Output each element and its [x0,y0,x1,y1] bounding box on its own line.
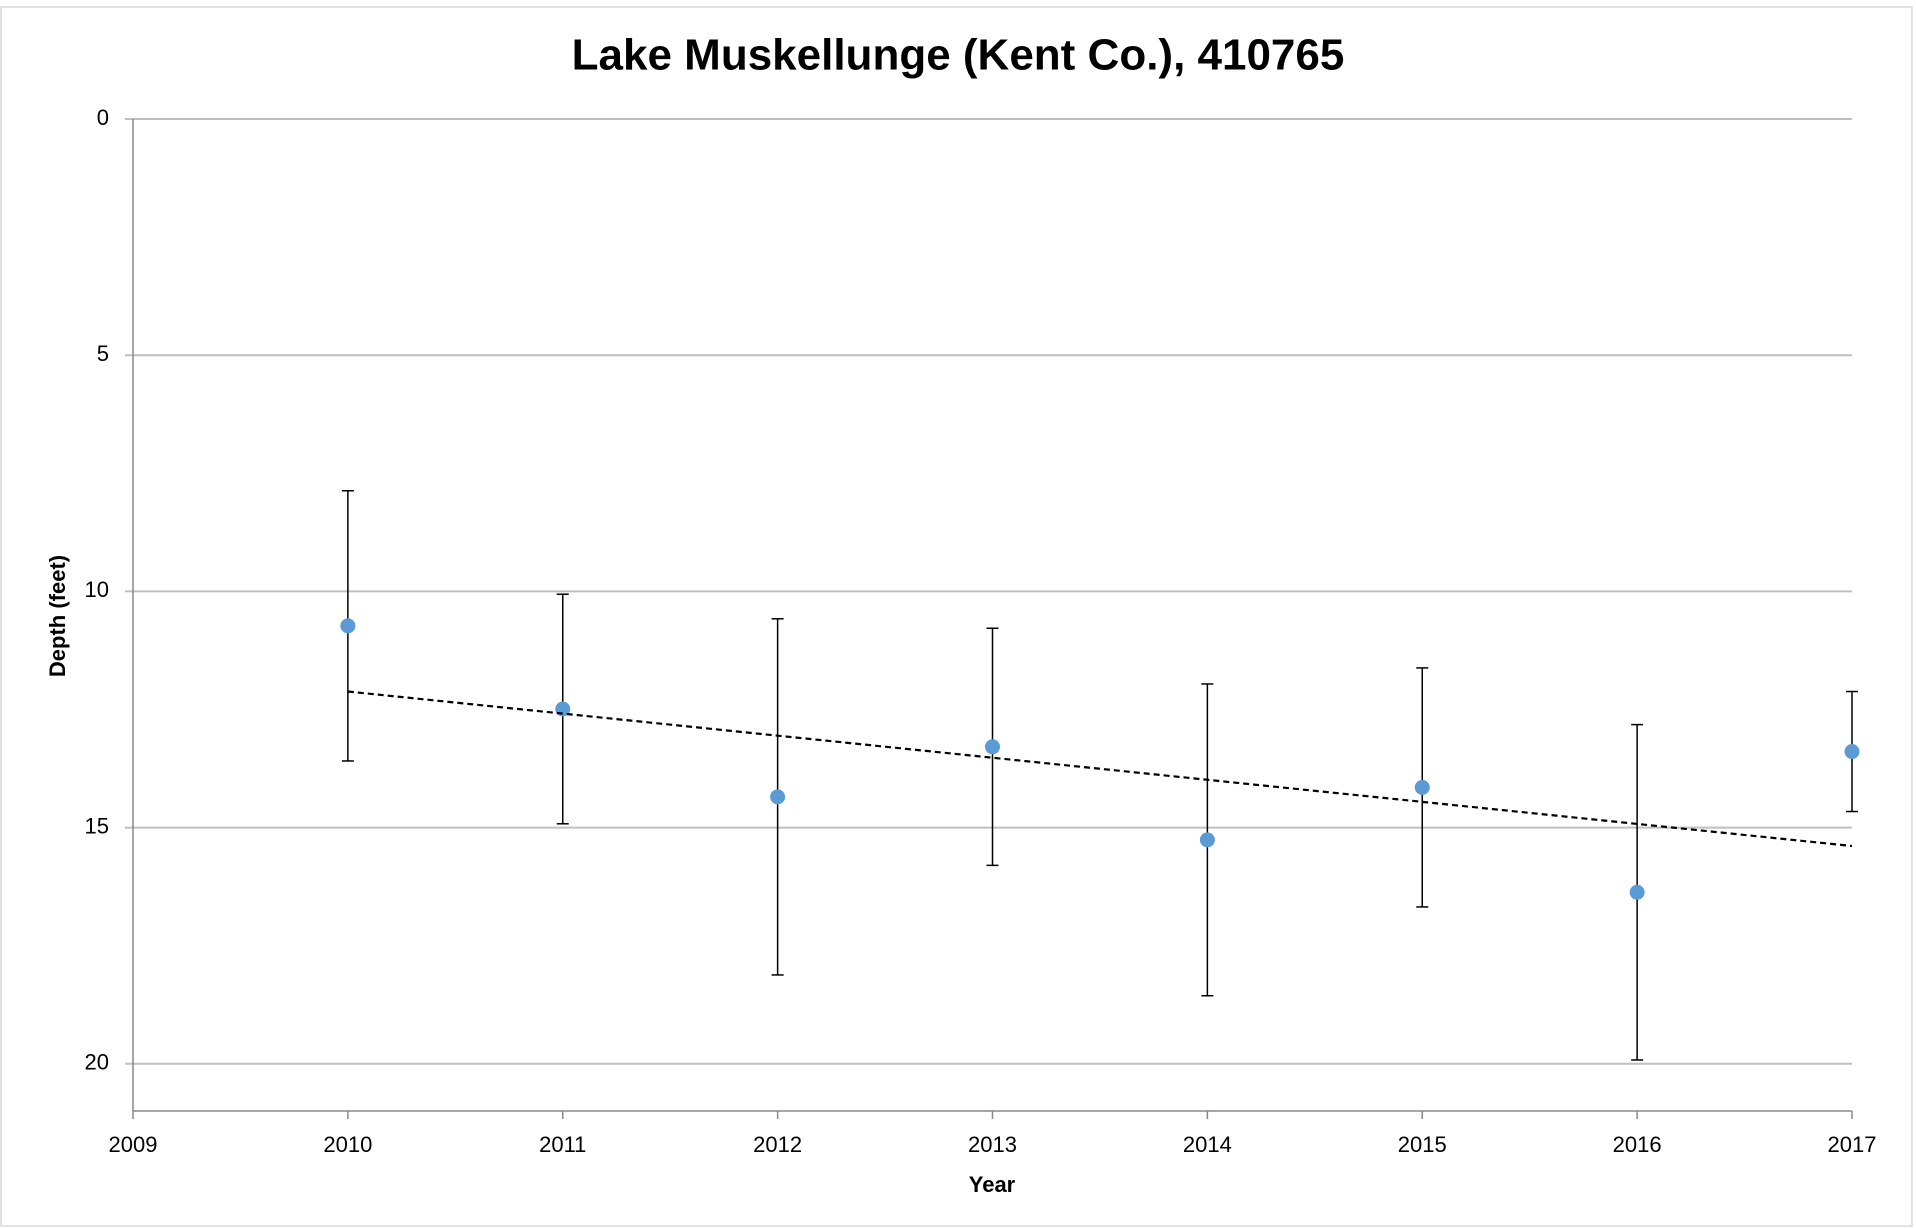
y-axis-title: Depth (feet) [45,555,70,677]
data-point [1414,779,1430,795]
chart-border [0,6,1913,1227]
x-tick-label: 2010 [323,1132,372,1157]
y-tick-label: 15 [85,813,109,838]
data-point [1629,884,1645,900]
x-tick-label: 2013 [968,1132,1017,1157]
data-point [985,739,1000,755]
data-point [340,618,356,634]
y-tick-label: 5 [97,341,109,366]
data-point [770,789,786,805]
trendline [347,690,1853,848]
x-tick-label: 2011 [539,1132,586,1157]
x-tick-label: 2017 [1828,1132,1877,1157]
y-tick-label: 20 [85,1050,109,1075]
x-tick-label: 2012 [753,1132,802,1157]
data-point [1844,744,1860,760]
y-tick-label: 0 [97,105,109,130]
x-tick-label: 2016 [1613,1132,1662,1157]
x-tick-label: 2015 [1398,1132,1447,1157]
x-tick-label: 2009 [109,1132,158,1157]
data-point [1199,832,1215,848]
x-tick-label: 2014 [1183,1132,1232,1157]
x-axis-title: Year [969,1172,1016,1197]
y-tick-label: 10 [85,577,109,602]
chart-title: Lake Muskellunge (Kent Co.), 410765 [572,31,1345,80]
